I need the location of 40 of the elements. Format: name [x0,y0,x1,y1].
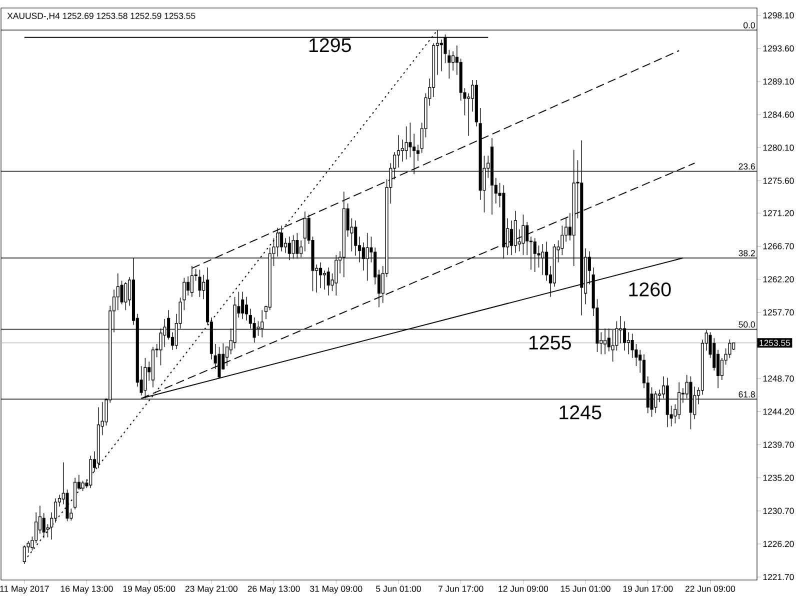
y-tick-label: 1289.10 [763,78,794,85]
y-tick-label: 1230.70 [763,508,794,514]
y-tick-label: 1221.70 [763,574,794,580]
annotation: 50.0 [738,321,755,328]
y-tick-label: 1244.20 [763,408,794,415]
x-tick-label: 31 May 09:00 [310,586,362,594]
x-tick-label: 5 Jun 01:00 [376,586,421,592]
x-tick-label: 16 May 13:00 [60,586,113,594]
y-tick-label: 1226.20 [763,540,794,548]
annotation: 1245 [560,405,602,420]
y-tick-label: 1239.70 [763,442,794,448]
y-tick-label: 1298.10 [763,12,794,18]
x-tick-label: 7 Jun 17:00 [438,586,484,592]
y-tick-label: 1280.10 [763,144,794,151]
x-tick-label: 19 Jun 17:00 [623,586,673,592]
annotation: 1255 [529,336,571,350]
y-tick-label: 1284.60 [763,112,794,118]
x-tick-label: 23 May 21:00 [185,586,238,594]
x-tick-label: 26 May 13:00 [248,586,300,594]
annotation: 61.8 [738,391,755,398]
annotation: 1295 [309,38,351,52]
x-tick-label: 15 Jun 01:00 [561,586,610,592]
ref-line-label: 1253.55 [760,340,790,346]
y-tick-label: 1271.20 [763,210,794,216]
y-tick-label: 1293.60 [763,45,794,52]
x-tick-label: 12 Jun 09:00 [498,586,548,592]
x-tick-label: 19 May 05:00 [123,586,176,594]
y-tick-label: 1235.20 [763,474,794,481]
y-tick-label: 1248.70 [763,375,794,382]
annotation: 38.2 [738,250,755,256]
y-tick-label: 1262.20 [763,276,794,282]
y-tick-label: 1275.60 [763,178,794,184]
y-tick-label: 1266.70 [763,243,794,250]
annotation: 1260 [629,282,671,296]
x-tick-label: 22 Jun 09:00 [685,586,736,592]
y-tick-label: 1257.70 [763,309,794,316]
chart-title: XAUUSD-,H4 1252.69 1253.58 1252.59 1253.55 [7,12,196,20]
annotation: 23.6 [738,163,755,170]
x-tick-label: 11 May 2017 [0,586,49,594]
annotation: 0.0 [744,22,755,28]
